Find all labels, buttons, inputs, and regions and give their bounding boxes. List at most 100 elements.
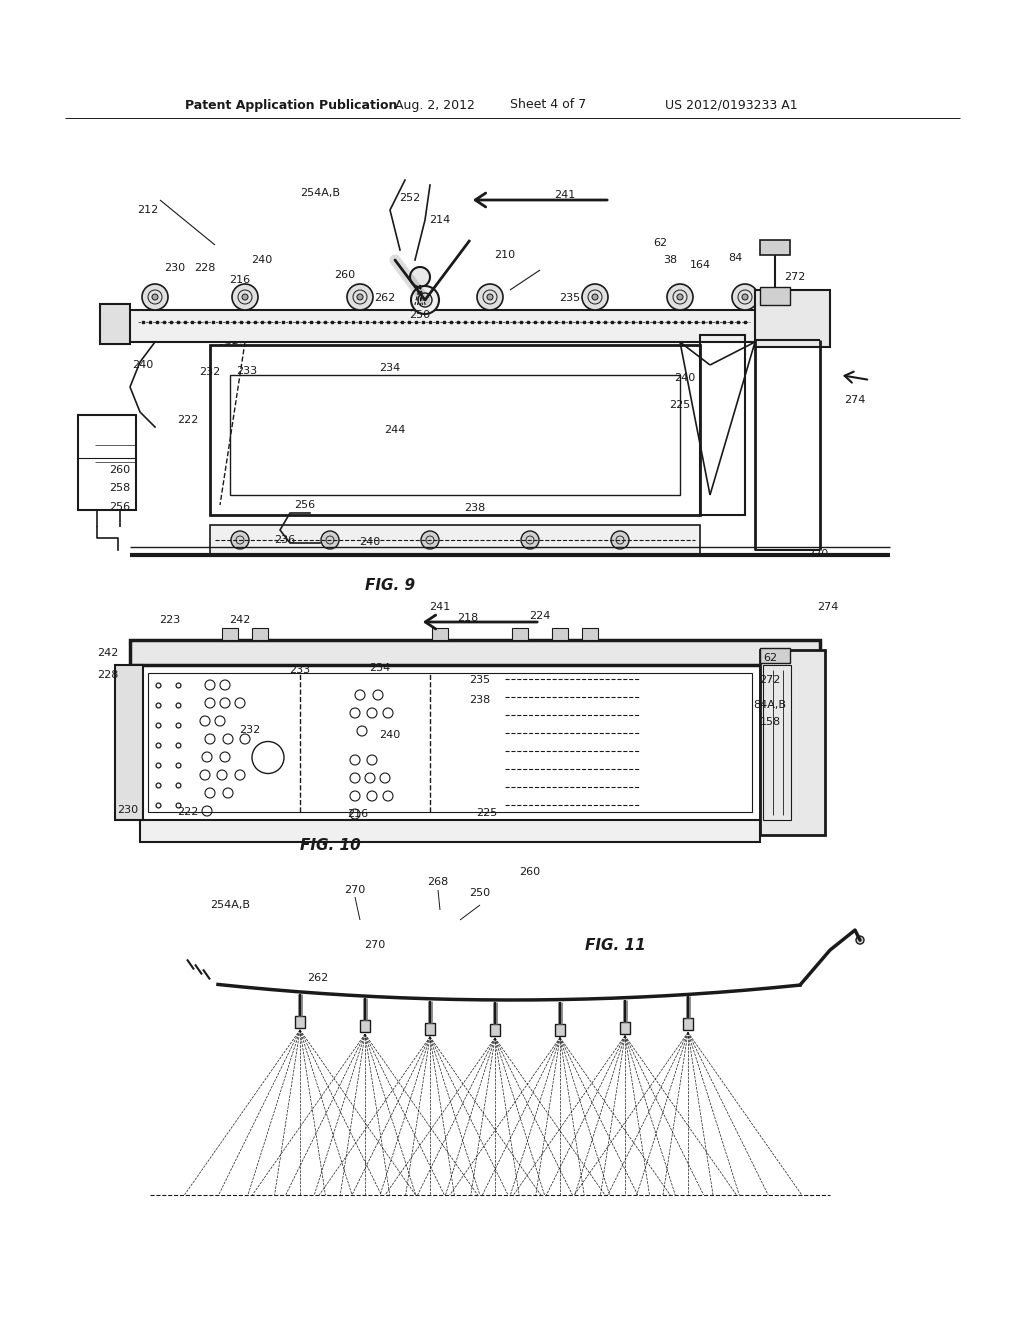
Text: 212: 212: [137, 205, 159, 215]
Text: 218: 218: [458, 612, 478, 623]
Text: 274: 274: [845, 395, 865, 405]
Bar: [552, 628, 568, 640]
Text: 225: 225: [670, 400, 690, 411]
Circle shape: [357, 294, 362, 300]
Bar: [760, 649, 825, 836]
Text: 210: 210: [495, 249, 515, 260]
Circle shape: [242, 294, 248, 300]
Circle shape: [732, 284, 758, 310]
Circle shape: [142, 284, 168, 310]
Text: 258: 258: [110, 483, 131, 492]
Circle shape: [487, 294, 493, 300]
Circle shape: [677, 294, 683, 300]
Text: 234: 234: [379, 363, 400, 374]
Text: 230: 230: [118, 805, 138, 814]
Text: 214: 214: [429, 215, 451, 224]
Text: 233: 233: [237, 366, 258, 376]
Bar: [432, 628, 449, 640]
Circle shape: [411, 286, 439, 314]
Bar: [130, 640, 820, 665]
Text: 242: 242: [229, 615, 251, 624]
Text: 240: 240: [251, 255, 272, 265]
Bar: [210, 525, 700, 554]
Text: 158: 158: [760, 717, 780, 727]
Text: 62: 62: [763, 653, 777, 663]
Text: 256: 256: [295, 500, 315, 510]
Circle shape: [667, 284, 693, 310]
Text: 222: 222: [177, 414, 199, 425]
Text: 240: 240: [675, 374, 695, 383]
Bar: [148, 673, 752, 812]
Bar: [760, 648, 790, 663]
Circle shape: [410, 267, 430, 286]
Circle shape: [231, 531, 249, 549]
Circle shape: [347, 284, 373, 310]
Text: FIG. 11: FIG. 11: [585, 937, 645, 953]
Text: 260: 260: [335, 271, 355, 280]
Bar: [490, 1024, 500, 1036]
Bar: [140, 665, 760, 820]
Circle shape: [421, 531, 439, 549]
Text: 254A,B: 254A,B: [300, 187, 340, 198]
Text: 222: 222: [177, 807, 199, 817]
Text: 254A,B: 254A,B: [210, 900, 250, 909]
Text: 252: 252: [399, 193, 421, 203]
Bar: [512, 628, 528, 640]
Text: Patent Application Publication: Patent Application Publication: [185, 99, 397, 111]
Text: 240: 240: [359, 537, 381, 546]
Text: FIG. 9: FIG. 9: [365, 578, 415, 593]
Text: 241: 241: [554, 190, 575, 201]
Text: 216: 216: [347, 809, 369, 818]
Circle shape: [611, 531, 629, 549]
Circle shape: [592, 294, 598, 300]
Bar: [755, 290, 830, 347]
Bar: [128, 310, 760, 342]
Bar: [140, 820, 760, 842]
Text: FIG. 10: FIG. 10: [300, 837, 360, 853]
Bar: [760, 240, 790, 255]
Text: 234: 234: [370, 663, 390, 673]
Text: 274: 274: [817, 602, 839, 612]
Text: US 2012/0193233 A1: US 2012/0193233 A1: [665, 99, 798, 111]
Text: 235: 235: [469, 675, 490, 685]
Text: 235: 235: [559, 293, 581, 304]
Circle shape: [477, 284, 503, 310]
Text: 272: 272: [784, 272, 806, 282]
Text: 272: 272: [760, 675, 780, 685]
Bar: [582, 628, 598, 640]
Bar: [252, 628, 268, 640]
Bar: [700, 335, 745, 515]
Text: 244: 244: [384, 425, 406, 436]
Circle shape: [582, 284, 608, 310]
Text: 250: 250: [410, 310, 430, 319]
Bar: [100, 304, 130, 345]
Bar: [683, 1019, 693, 1031]
Text: 260: 260: [519, 867, 541, 876]
Text: 238: 238: [464, 503, 485, 513]
Bar: [230, 375, 680, 495]
Bar: [222, 628, 238, 640]
Text: 240: 240: [379, 730, 400, 741]
Bar: [295, 1016, 305, 1028]
Text: 230: 230: [165, 263, 185, 273]
Bar: [555, 1023, 565, 1036]
Bar: [115, 665, 143, 820]
Bar: [763, 665, 791, 820]
Text: Aug. 2, 2012: Aug. 2, 2012: [395, 99, 475, 111]
Text: 216: 216: [229, 275, 251, 285]
Bar: [620, 1022, 630, 1034]
Text: 238: 238: [469, 696, 490, 705]
Text: 223: 223: [160, 615, 180, 624]
Text: 241: 241: [429, 602, 451, 612]
Text: 256: 256: [110, 502, 131, 512]
Text: 220: 220: [807, 549, 828, 558]
Circle shape: [232, 284, 258, 310]
Text: 38: 38: [663, 255, 677, 265]
Text: 250: 250: [469, 888, 490, 898]
Text: 228: 228: [195, 263, 216, 273]
Text: 84: 84: [728, 253, 742, 263]
Bar: [360, 1020, 370, 1032]
Bar: [210, 345, 700, 515]
Circle shape: [152, 294, 158, 300]
Text: 260: 260: [110, 465, 131, 475]
